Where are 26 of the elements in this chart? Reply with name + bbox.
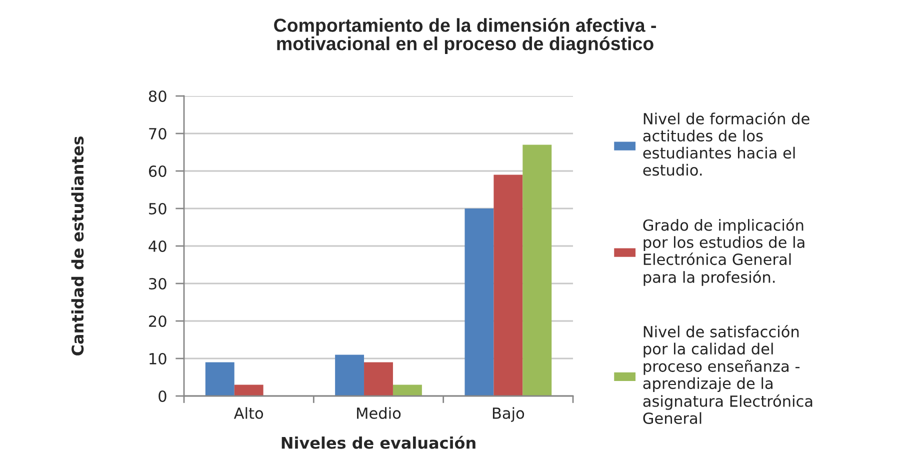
y-tick-label: 50 <box>149 202 166 215</box>
bar <box>205 362 234 396</box>
legend-label: Grado de implicación por los estudios de la Electrónica General para la profesión. <box>643 218 804 286</box>
bar <box>464 208 494 396</box>
bar <box>494 174 523 396</box>
x-tick-label: Bajo <box>492 407 524 422</box>
bar <box>335 354 364 396</box>
y-tick-label: 80 <box>148 90 166 102</box>
legend-label: Nivel de formación de actitudes de los estudiantes hacia el estudio. <box>643 112 810 176</box>
y-tick-label: 40 <box>148 240 166 252</box>
bar <box>364 362 393 396</box>
bar <box>392 384 422 396</box>
bar <box>522 144 552 396</box>
x-axis-title: Niveles de evaluación <box>282 436 476 449</box>
y-tick-label: 20 <box>149 315 166 328</box>
y-tick-label: 60 <box>148 165 166 178</box>
x-tick-label: Alto <box>234 407 264 419</box>
y-tick-label: 70 <box>149 128 166 140</box>
y-tick-label: 30 <box>149 278 166 290</box>
x-tick-label: Medio <box>357 407 401 419</box>
bar <box>234 384 264 396</box>
chart-title: Comportamiento de la dimensión afectiva - motivacional en el proceso de diagnóstico <box>274 18 656 54</box>
y-axis-title: Cantidad de estudiantes <box>71 136 84 356</box>
y-tick-label: 0 <box>158 390 166 402</box>
y-tick-label: 10 <box>150 352 166 365</box>
legend-label: Nivel de satisfacción por la calidad del proceso enseñanza - aprendizaje de la asignatura Electrónica General <box>643 325 812 424</box>
